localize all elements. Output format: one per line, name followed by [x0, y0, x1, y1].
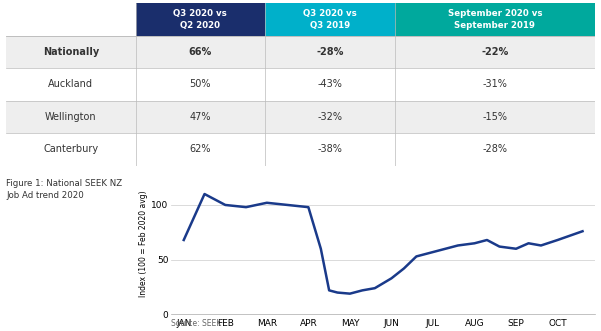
FancyBboxPatch shape [6, 36, 595, 68]
FancyBboxPatch shape [265, 3, 395, 36]
Text: -43%: -43% [317, 79, 343, 89]
FancyBboxPatch shape [6, 68, 595, 101]
Text: 47%: 47% [190, 112, 211, 122]
FancyBboxPatch shape [6, 101, 595, 133]
Text: -28%: -28% [316, 47, 344, 57]
Text: -22%: -22% [481, 47, 508, 57]
Y-axis label: Index (100 = Feb 2020 avg): Index (100 = Feb 2020 avg) [139, 190, 148, 297]
Text: Q3 2020 vs
Q3 2019: Q3 2020 vs Q3 2019 [303, 10, 357, 29]
FancyBboxPatch shape [6, 133, 595, 166]
Text: -32%: -32% [317, 112, 343, 122]
Text: Nationally: Nationally [43, 47, 99, 57]
Text: -31%: -31% [483, 79, 507, 89]
Text: -15%: -15% [483, 112, 507, 122]
Text: Q3 2020 vs
Q2 2020: Q3 2020 vs Q2 2020 [174, 10, 227, 29]
Text: Wellington: Wellington [45, 112, 97, 122]
FancyBboxPatch shape [136, 3, 265, 36]
Text: -28%: -28% [483, 144, 507, 154]
Text: 50%: 50% [190, 79, 211, 89]
Text: Source: SEEK: Source: SEEK [171, 319, 222, 328]
Text: -38%: -38% [317, 144, 343, 154]
Text: Auckland: Auckland [48, 79, 93, 89]
Text: 66%: 66% [189, 47, 212, 57]
Text: Canterbury: Canterbury [43, 144, 99, 154]
Text: 62%: 62% [190, 144, 211, 154]
Text: September 2020 vs
September 2019: September 2020 vs September 2019 [448, 10, 542, 29]
Text: Figure 1: National SEEK NZ
Job Ad trend 2020: Figure 1: National SEEK NZ Job Ad trend … [6, 179, 122, 200]
FancyBboxPatch shape [395, 3, 595, 36]
